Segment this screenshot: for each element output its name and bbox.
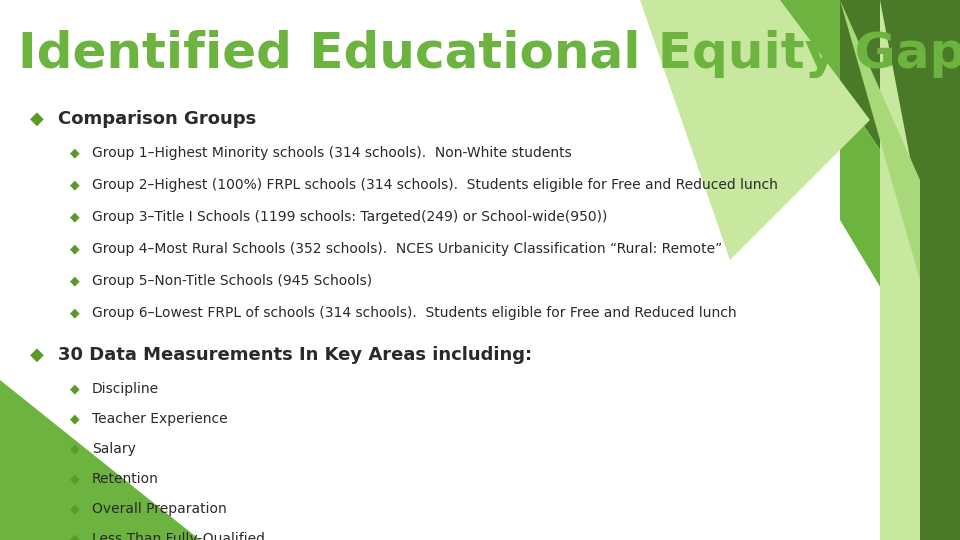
Text: Retention: Retention: [92, 472, 158, 486]
Text: Salary: Salary: [92, 442, 136, 456]
Text: Group 6–Lowest FRPL of schools (314 schools).  Students eligible for Free and Re: Group 6–Lowest FRPL of schools (314 scho…: [92, 306, 736, 320]
Text: Group 4–Most Rural Schools (352 schools).  NCES Urbanicity Classification “Rural: Group 4–Most Rural Schools (352 schools)…: [92, 242, 722, 256]
Text: Teacher Experience: Teacher Experience: [92, 412, 228, 426]
Text: Identified Educational Equity Gaps: Identified Educational Equity Gaps: [18, 30, 960, 78]
Polygon shape: [710, 0, 960, 270]
Text: ◆: ◆: [70, 382, 80, 395]
Text: ◆: ◆: [70, 306, 80, 319]
Text: ◆: ◆: [70, 178, 80, 191]
Text: Group 3–Title I Schools (1199 schools: Targeted(249) or School-wide(950)): Group 3–Title I Schools (1199 schools: T…: [92, 210, 608, 224]
Text: ◆: ◆: [70, 210, 80, 223]
Text: ◆: ◆: [70, 532, 80, 540]
Polygon shape: [640, 0, 870, 260]
Text: ◆: ◆: [70, 442, 80, 455]
Text: Less Than Fully-Qualified: Less Than Fully-Qualified: [92, 532, 265, 540]
Polygon shape: [920, 0, 960, 540]
Text: ◆: ◆: [70, 502, 80, 515]
Polygon shape: [0, 380, 200, 540]
Text: Group 2–Highest (100%) FRPL schools (314 schools).  Students eligible for Free a: Group 2–Highest (100%) FRPL schools (314…: [92, 178, 778, 192]
Polygon shape: [880, 0, 960, 540]
Polygon shape: [780, 0, 960, 420]
Text: ◆: ◆: [70, 274, 80, 287]
Text: ◆: ◆: [70, 146, 80, 159]
Polygon shape: [840, 0, 960, 420]
Text: Overall Preparation: Overall Preparation: [92, 502, 227, 516]
Text: ◆: ◆: [30, 346, 44, 364]
Text: 30 Data Measurements In Key Areas including:: 30 Data Measurements In Key Areas includ…: [58, 346, 532, 364]
Text: ◆: ◆: [70, 472, 80, 485]
Text: ◆: ◆: [70, 412, 80, 425]
Text: Comparison Groups: Comparison Groups: [58, 110, 256, 128]
Text: Group 1–Highest Minority schools (314 schools).  Non-White students: Group 1–Highest Minority schools (314 sc…: [92, 146, 572, 160]
Text: Discipline: Discipline: [92, 382, 159, 396]
Text: ◆: ◆: [70, 242, 80, 255]
Text: ◆: ◆: [30, 110, 44, 128]
Text: Group 5–Non-Title Schools (945 Schools): Group 5–Non-Title Schools (945 Schools): [92, 274, 372, 288]
